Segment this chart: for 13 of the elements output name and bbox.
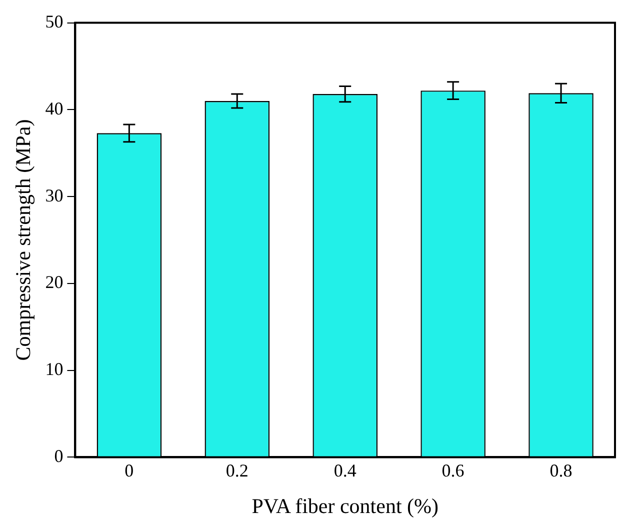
x-tick-label: 0 bbox=[124, 460, 134, 481]
y-tick-label: 10 bbox=[45, 359, 64, 380]
x-tick-label: 0.2 bbox=[226, 460, 248, 481]
y-tick-label: 30 bbox=[45, 185, 64, 206]
y-tick-label: 40 bbox=[45, 98, 64, 118]
x-axis-title: PVA fiber content (%) bbox=[252, 494, 439, 518]
y-tick-label: 50 bbox=[45, 12, 64, 32]
x-tick-label: 0.4 bbox=[334, 460, 356, 481]
x-tick-label: 0.6 bbox=[442, 460, 464, 481]
y-tick-label: 0 bbox=[54, 446, 64, 466]
y-axis-title: Compressive strength (MPa) bbox=[11, 119, 36, 361]
x-tick-label: 0.8 bbox=[550, 460, 572, 481]
y-tick-label: 20 bbox=[45, 272, 64, 292]
